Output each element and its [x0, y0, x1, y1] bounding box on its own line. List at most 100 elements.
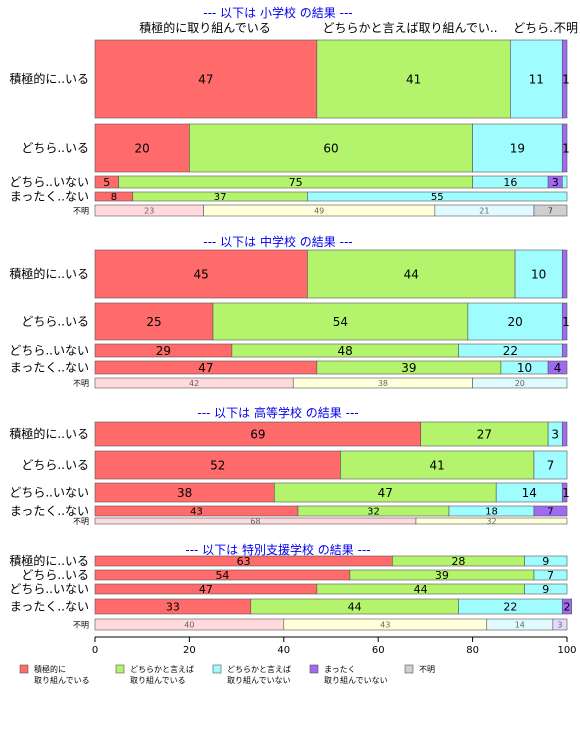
- row-label: 不明: [73, 379, 89, 388]
- row-label: どちら..いない: [9, 486, 89, 500]
- bar-value-label: 29: [156, 344, 171, 358]
- legend-label: どちらかと言えば: [227, 664, 291, 674]
- bar-segment: [420, 421, 549, 447]
- bar-value-label: 7: [547, 507, 553, 518]
- bar-value-label: 47: [198, 361, 213, 375]
- row-label: 積極的に..いる: [9, 426, 89, 441]
- panel-title: --- 以下は 特別支援学校 の結果 ---: [185, 542, 370, 557]
- bar-value-label: 14: [515, 620, 525, 629]
- bar-segment: [533, 505, 568, 517]
- bar-segment: [533, 569, 568, 581]
- legend-swatch: [404, 664, 414, 674]
- legend-label: 不明: [419, 665, 435, 674]
- row-label: 積極的に..いる: [9, 71, 89, 86]
- x-tick-label: 40: [277, 645, 290, 656]
- top-column-label: 不明: [554, 21, 578, 35]
- legend-label: まったく: [324, 665, 356, 674]
- bar-value-label: 18: [485, 507, 498, 518]
- bar-value-label: 1: [562, 486, 570, 500]
- bar-segment: [524, 583, 568, 595]
- row-label: まったく..ない: [10, 504, 89, 518]
- bar-segment: [94, 123, 190, 173]
- top-column-label: どちら..: [513, 21, 557, 35]
- bar-value-label: 10: [517, 361, 532, 375]
- legend-label: 取り組んでいる: [130, 675, 186, 685]
- bar-value-label: 54: [215, 569, 229, 582]
- bar-segment: [561, 482, 568, 503]
- row-label: まったく..ない: [10, 600, 89, 614]
- bar-value-label: 33: [166, 600, 180, 613]
- bar-segment: [561, 343, 568, 358]
- bar-segment: [561, 39, 568, 119]
- x-tick-label: 0: [92, 645, 98, 656]
- bar-value-label: 5: [103, 176, 110, 189]
- bar-value-label: 39: [401, 361, 416, 375]
- bar-value-label: 43: [190, 507, 203, 518]
- row-label: 不明: [73, 207, 89, 216]
- bar-value-label: 54: [333, 315, 348, 329]
- row-label: 不明: [73, 621, 89, 630]
- bar-value-label: 44: [348, 600, 362, 613]
- bar-value-label: 9: [542, 555, 549, 568]
- bar-value-label: 42: [189, 379, 199, 388]
- bar-value-label: 32: [367, 507, 380, 518]
- row-label: どちら..いない: [9, 344, 89, 358]
- bar-value-label: 45: [194, 267, 209, 281]
- bar-value-label: 43: [380, 620, 390, 629]
- bar-value-label: 1: [562, 72, 570, 86]
- bar-value-label: 7: [548, 206, 553, 215]
- bar-value-label: 4: [554, 361, 562, 375]
- row-label: どちら..いる: [21, 568, 89, 582]
- bar-value-label: 41: [430, 458, 445, 472]
- bar-segment-residual: [561, 175, 568, 189]
- bar-segment: [307, 249, 516, 299]
- legend-swatch: [19, 664, 29, 674]
- bar-value-label: 16: [503, 176, 517, 189]
- bar-value-label: 55: [431, 192, 444, 203]
- bar-value-label: 10: [531, 267, 546, 281]
- bar-segment: [561, 302, 568, 341]
- x-tick-label: 100: [557, 645, 576, 656]
- x-tick-label: 80: [466, 645, 479, 656]
- bar-value-label: 52: [210, 458, 225, 472]
- bar-value-label: 3: [552, 176, 559, 189]
- legend-label: 取り組んでいない: [227, 675, 291, 685]
- row-label: まったく..ない: [10, 190, 89, 204]
- bar-value-label: 22: [503, 600, 517, 613]
- panel-title: --- 以下は 中学校 の結果 ---: [203, 234, 352, 249]
- bar-value-label: 3: [551, 427, 559, 441]
- legend-swatch: [309, 664, 319, 674]
- x-tick-label: 20: [183, 645, 196, 656]
- bar-value-label: 40: [184, 620, 194, 629]
- bar-segment: [514, 249, 563, 299]
- legend-label: 積極的に: [34, 664, 66, 674]
- bar-value-label: 44: [404, 267, 419, 281]
- bar-value-label: 47: [198, 72, 213, 86]
- bar-value-label: 20: [507, 315, 522, 329]
- legend-swatch: [212, 664, 222, 674]
- bar-value-label: 60: [323, 141, 338, 155]
- bar-value-label: 21: [479, 206, 489, 215]
- bar-value-label: 20: [515, 379, 525, 388]
- bar-segment: [561, 249, 568, 299]
- bar-segment: [94, 450, 341, 480]
- bar-value-label: 25: [146, 315, 161, 329]
- bar-value-label: 14: [522, 486, 537, 500]
- bar-value-label: 75: [289, 176, 303, 189]
- row-label: どちら..いる: [21, 315, 89, 329]
- top-column-label: 積極的に取り組んでいる: [139, 20, 270, 35]
- bar-segment: [307, 191, 568, 202]
- bar-segment: [189, 123, 473, 173]
- bar-segment: [415, 517, 568, 525]
- panel-title: --- 以下は 高等学校 の結果 ---: [197, 405, 358, 420]
- bar-value-label: 28: [451, 555, 465, 568]
- bar-segment: [340, 450, 535, 480]
- bar-segment: [316, 39, 511, 119]
- bar-value-label: 11: [529, 72, 544, 86]
- bar-segment: [547, 360, 568, 375]
- bar-value-label: 7: [547, 458, 555, 472]
- bar-segment: [533, 204, 568, 217]
- row-label: どちら..いる: [21, 141, 89, 155]
- bar-value-label: 20: [135, 141, 150, 155]
